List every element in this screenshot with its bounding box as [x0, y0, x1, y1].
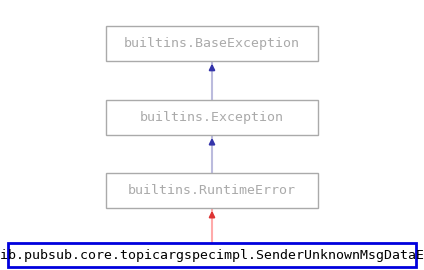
Text: builtins.BaseException: builtins.BaseException: [124, 37, 300, 50]
FancyBboxPatch shape: [106, 100, 318, 135]
FancyBboxPatch shape: [106, 173, 318, 208]
Text: wx.lib.pubsub.core.topicargspecimpl.SenderUnknownMsgDataError: wx.lib.pubsub.core.topicargspecimpl.Send…: [0, 249, 424, 262]
FancyBboxPatch shape: [8, 243, 416, 267]
Text: builtins.RuntimeError: builtins.RuntimeError: [128, 184, 296, 197]
FancyBboxPatch shape: [106, 26, 318, 61]
Text: builtins.Exception: builtins.Exception: [140, 111, 284, 124]
